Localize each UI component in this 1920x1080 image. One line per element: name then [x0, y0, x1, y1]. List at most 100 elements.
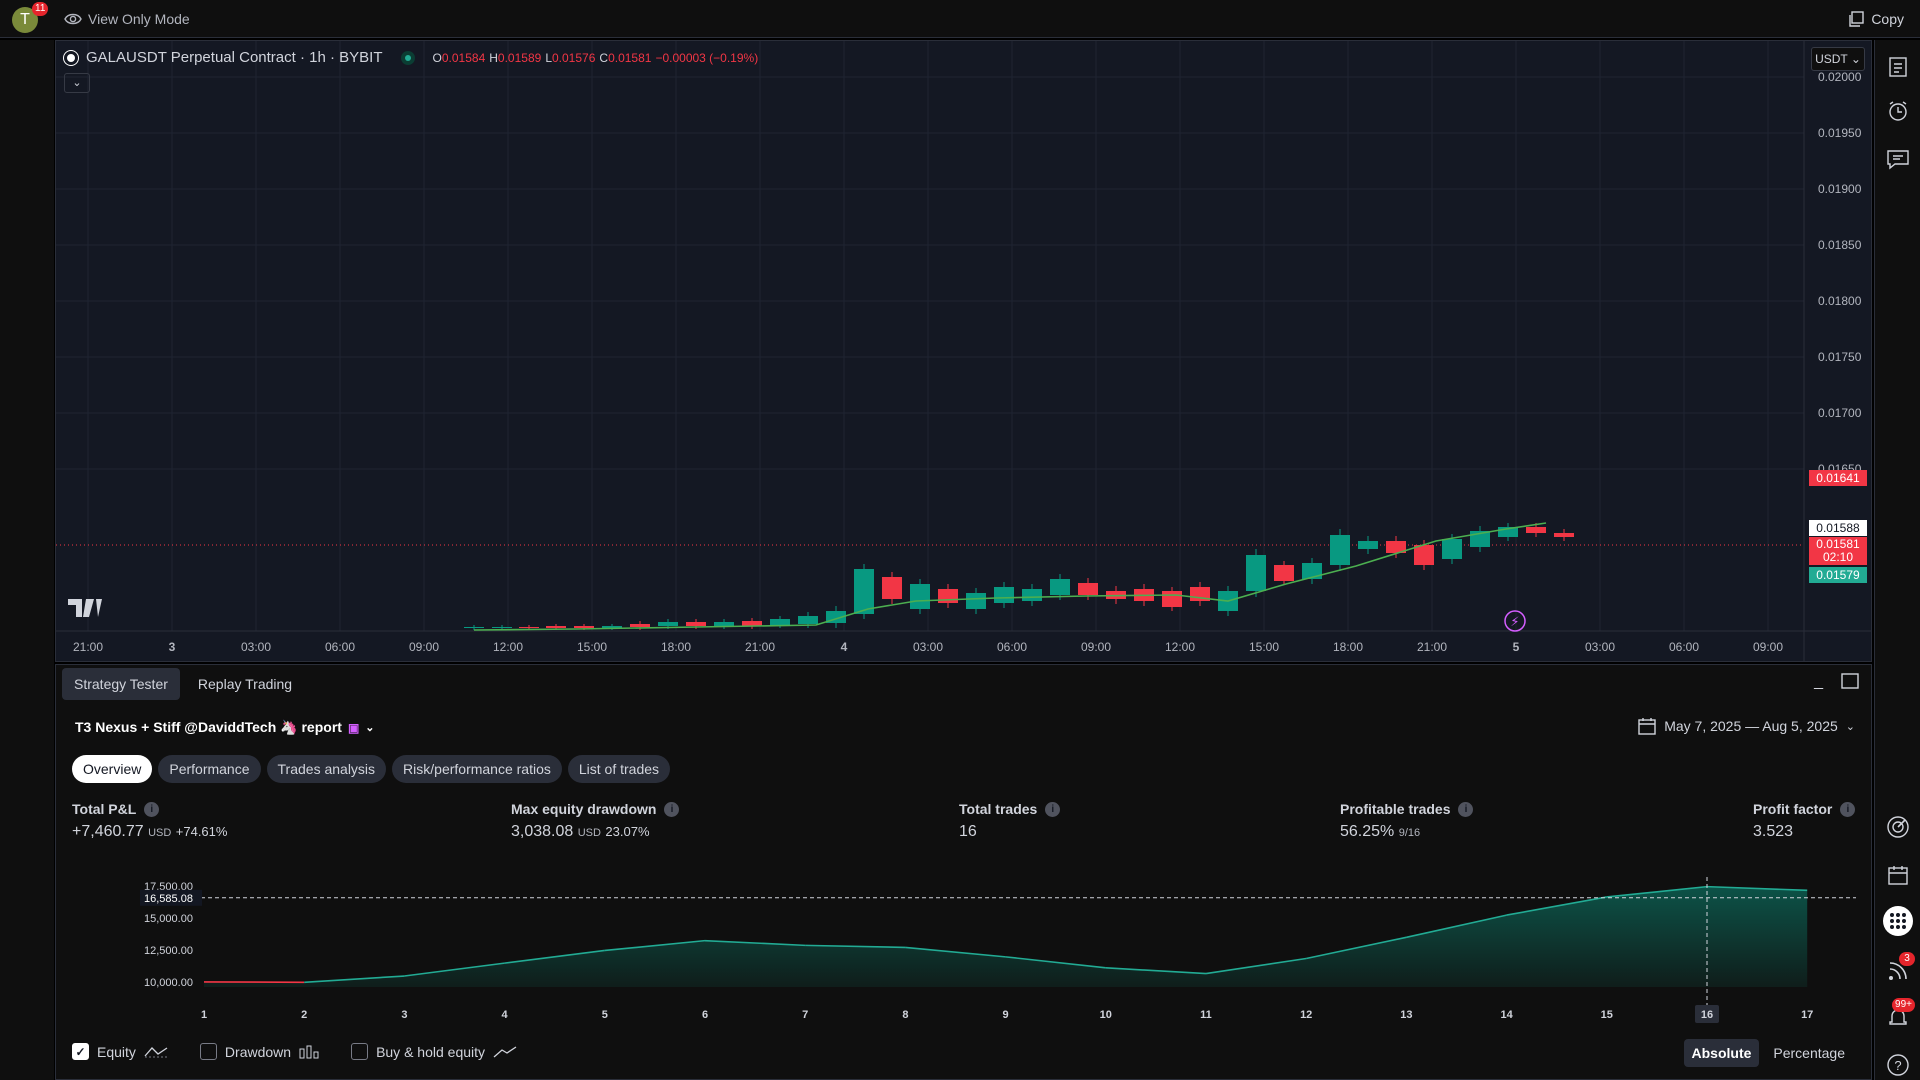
calendar-icon [1638, 718, 1656, 735]
alarm-clock-icon[interactable] [1885, 98, 1911, 124]
time-axis-label: 15:00 [1249, 640, 1279, 654]
equity-point [1305, 958, 1307, 960]
symbol-title[interactable]: GALAUSDT Perpetual Contract · 1h · BYBIT [86, 49, 383, 66]
equity-line-segment [604, 939, 706, 952]
eye-icon [64, 13, 82, 25]
date-range-label: May 7, 2025 — Aug 5, 2025 [1664, 718, 1838, 734]
price-axis-label: 0.01750 [1818, 350, 1862, 364]
strategy-name: T3 Nexus + Stiff @DaviddTech 🦄 report [75, 719, 342, 735]
copy-button[interactable]: Copy [1847, 10, 1904, 28]
equity-xtick-label: 11 [1200, 1009, 1212, 1021]
candle-body [994, 587, 1014, 603]
currency-selector[interactable]: USDT ⌄ [1811, 47, 1865, 71]
subtab-trades-analysis[interactable]: Trades analysis [266, 755, 387, 783]
ohlc-high-label: H [489, 50, 498, 65]
trend-line-icon [493, 1045, 517, 1057]
price-axis-label: 0.02000 [1818, 70, 1862, 84]
view-only-mode[interactable]: View Only Mode [64, 11, 190, 27]
candle-body [1526, 527, 1546, 533]
chart-pane[interactable]: 0.02000 0.01950 0.01900 0.01850 0.01800 0.017… [55, 40, 1872, 662]
percentage-button[interactable]: Percentage [1773, 1045, 1845, 1061]
metric-total-pnl: Total P&L i +7,460.77 USD +74.61% [72, 801, 227, 841]
watchlist-icon[interactable] [1885, 54, 1911, 80]
legend-equity[interactable]: ✓ Equity [72, 1043, 168, 1060]
price-axis-label: 0.01950 [1818, 126, 1862, 140]
equity-point [403, 975, 405, 977]
equity-point [704, 940, 706, 942]
info-icon[interactable]: i [1840, 801, 1856, 817]
date-range-selector[interactable]: May 7, 2025 — Aug 5, 2025 ⌄ [1638, 717, 1855, 735]
legend-drawdown[interactable]: Drawdown [199, 1043, 319, 1060]
ohlc-change: −0.00003 (−0.19%) [655, 50, 759, 65]
candle-body [1274, 565, 1294, 581]
max-dd-value: 3,038.08 [511, 823, 574, 840]
time-axis-label: 5 [1513, 640, 1520, 654]
ohlc-values: O0.01584 H0.01589 L0.01576 C0.01581 −0.0… [433, 51, 759, 65]
price-chart[interactable]: 0.02000 0.01950 0.01900 0.01850 0.01800 0.017… [56, 41, 1872, 662]
checkbox-icon[interactable] [351, 1043, 369, 1060]
symbol-logo-icon [64, 50, 78, 65]
equity-line-segment [1205, 957, 1307, 975]
top-bar: T 11 View Only Mode Copy [0, 0, 1920, 38]
equity-ytick-label: 12,500.00 [144, 945, 193, 957]
candle-body [966, 593, 986, 609]
target-icon[interactable] [1885, 814, 1911, 840]
subtab-list-of-trades[interactable]: List of trades [567, 755, 671, 783]
absolute-button[interactable]: Absolute [1683, 1039, 1760, 1067]
info-icon[interactable]: i [1458, 801, 1474, 817]
apps-grid-icon[interactable] [1883, 906, 1913, 936]
legend-buy-hold[interactable]: Buy & hold equity [351, 1043, 517, 1060]
candle-body [1022, 589, 1042, 601]
candle-body [1330, 535, 1350, 565]
price-axis-label: 0.01900 [1818, 182, 1862, 196]
equity-line-segment [805, 944, 906, 949]
maximize-icon[interactable] [1841, 673, 1859, 689]
equity-line-segment [1706, 885, 1808, 892]
svg-text:?: ? [1894, 1058, 1901, 1073]
equity-line-segment [304, 975, 405, 984]
metric-label: Total trades [959, 801, 1038, 817]
equity-chart[interactable]: 17,500.0015,000.0012,500.0010,000.0016,5… [56, 865, 1873, 1035]
symbol-legend: GALAUSDT Perpetual Contract · 1h · BYBIT… [64, 49, 758, 66]
metric-total-trades: Total trades i 16 [959, 801, 1061, 841]
equity-xtick-label: 4 [502, 1009, 509, 1021]
left-rail [0, 40, 54, 1080]
equity-xtick-label: 1 [201, 1009, 207, 1021]
total-pnl-unit: USD [148, 827, 172, 839]
info-icon[interactable]: i [144, 801, 160, 817]
equity-point [804, 944, 806, 946]
info-icon[interactable]: i [1045, 801, 1061, 817]
bell-icon[interactable]: 99+ [1885, 998, 1915, 1030]
equity-line-segment [905, 946, 1006, 958]
strategy-title[interactable]: T3 Nexus + Stiff @DaviddTech 🦄 report ▣ … [75, 719, 375, 736]
chevron-down-icon: ⌄ [72, 77, 82, 89]
subtab-overview[interactable]: Overview [72, 755, 153, 783]
candle-body [854, 569, 874, 614]
help-icon[interactable]: ? [1885, 1052, 1911, 1078]
chat-icon[interactable] [1885, 146, 1911, 172]
checkbox-checked-icon[interactable]: ✓ [72, 1043, 89, 1060]
equity-xtick-label: 16 [1701, 1009, 1713, 1021]
info-icon[interactable]: i [664, 801, 680, 817]
candle-body [1498, 527, 1518, 537]
chevron-down-icon: ⌄ [365, 722, 375, 734]
equity-xtick-label: 7 [802, 1009, 808, 1021]
panel-controls: _ [1814, 673, 1859, 691]
equity-point [904, 946, 906, 948]
collapse-legend-button[interactable]: ⌄ [64, 73, 90, 93]
right-rail: 3 99+ ? [1874, 40, 1920, 1080]
checkbox-icon[interactable] [199, 1043, 217, 1060]
subtab-risk-performance[interactable]: Risk/performance ratios [392, 755, 562, 783]
equity-line-segment [404, 962, 505, 977]
subtab-performance[interactable]: Performance [158, 755, 261, 783]
equity-xtick-label: 3 [401, 1009, 407, 1021]
metric-profitable-trades: Profitable trades i 56.25% 9/16 [1340, 801, 1474, 841]
candle-body [1414, 545, 1434, 565]
calendar-icon[interactable] [1885, 862, 1911, 888]
feed-icon[interactable]: 3 [1885, 952, 1915, 984]
tab-strategy-tester[interactable]: Strategy Tester [62, 668, 180, 700]
minimize-icon[interactable]: _ [1814, 673, 1823, 690]
candle-body [910, 584, 930, 609]
tab-replay-trading[interactable]: Replay Trading [197, 676, 293, 692]
notifications-badge: 99+ [1892, 998, 1915, 1012]
